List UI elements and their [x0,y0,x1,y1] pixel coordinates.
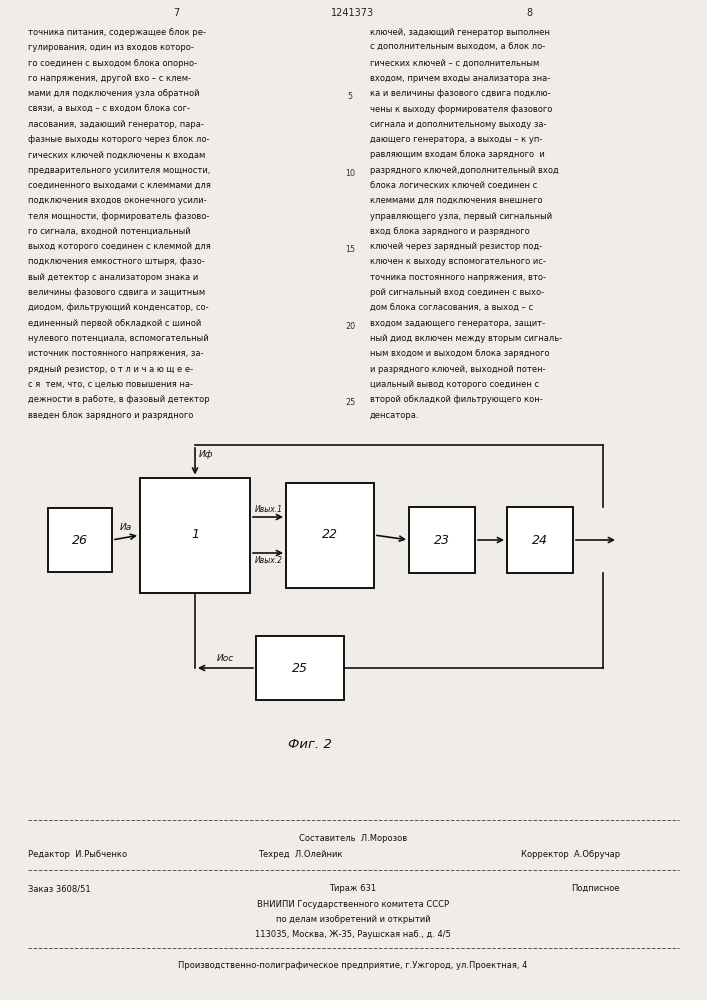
Text: источник постоянного напряжения, за-: источник постоянного напряжения, за- [28,349,204,358]
Text: точника питания, содержащее блок ре-: точника питания, содержащее блок ре- [28,28,206,37]
Text: мами для подключения узла обратной: мами для подключения узла обратной [28,89,199,98]
Text: вход блока зарядного и разрядного: вход блока зарядного и разрядного [370,227,530,236]
Text: Ивых.2: Ивых.2 [255,556,283,565]
Text: 25: 25 [292,662,308,674]
Text: Тираж 631: Тираж 631 [329,884,377,893]
Text: денсатора.: денсатора. [370,410,419,420]
Text: Редактор  И.Рыбченко: Редактор И.Рыбченко [28,850,127,859]
Text: Фиг. 2: Фиг. 2 [288,738,332,751]
Text: и разрядного ключей, выходной потен-: и разрядного ключей, выходной потен- [370,365,546,374]
Text: дом блока согласования, а выход – с: дом блока согласования, а выход – с [370,303,533,312]
Bar [409,507,475,573]
Text: 23: 23 [434,534,450,546]
Text: входом, причем входы анализатора зна-: входом, причем входы анализатора зна- [370,74,550,83]
Text: чены к выходу формирователя фазового: чены к выходу формирователя фазового [370,104,552,113]
Text: единенный первой обкладкой с шиной: единенный первой обкладкой с шиной [28,319,201,328]
Text: ключей, задающий генератор выполнен: ключей, задающий генератор выполнен [370,28,550,37]
Text: рой сигнальный вход соединен с выхо-: рой сигнальный вход соединен с выхо- [370,288,544,297]
Text: равляющим входам блока зарядного  и: равляющим входам блока зарядного и [370,150,545,159]
Bar [256,636,344,700]
Text: 20: 20 [345,322,355,331]
Text: 8: 8 [527,8,532,18]
Text: го сигнала, входной потенциальный: го сигнала, входной потенциальный [28,227,191,236]
Text: по делам изобретений и открытий: по делам изобретений и открытий [276,915,431,924]
Text: величины фазового сдвига и защитным: величины фазового сдвига и защитным [28,288,205,297]
Text: точника постоянного напряжения, вто-: точника постоянного напряжения, вто- [370,273,546,282]
Text: го соединен с выходом блока опорно-: го соединен с выходом блока опорно- [28,59,197,68]
Text: гулирования, один из входов которо-: гулирования, один из входов которо- [28,43,194,52]
Text: Иос: Иос [217,654,234,663]
Text: подключения входов оконечного усили-: подключения входов оконечного усили- [28,196,206,205]
Text: диодом, фильтрующий конденсатор, со-: диодом, фильтрующий конденсатор, со- [28,303,209,312]
Text: Иа: Иа [120,523,132,532]
Text: ключей через зарядный резистор под-: ключей через зарядный резистор под- [370,242,542,251]
Text: 10: 10 [345,169,355,178]
Text: управляющего узла, первый сигнальный: управляющего узла, первый сигнальный [370,212,552,221]
Text: ка и величины фазового сдвига подклю-: ка и величины фазового сдвига подклю- [370,89,551,98]
Bar [48,508,112,572]
Text: выход которого соединен с клеммой для: выход которого соединен с клеммой для [28,242,211,251]
Text: Техред  Л.Олейник: Техред Л.Олейник [258,850,342,859]
Text: 5: 5 [347,92,353,101]
Bar [140,478,250,592]
Text: Подписное: Подписное [571,884,620,893]
Text: Корректор  А.Обручар: Корректор А.Обручар [521,850,620,859]
Text: 7: 7 [173,8,180,18]
Text: 113035, Москва, Ж-35, Раушская наб., д. 4/5: 113035, Москва, Ж-35, Раушская наб., д. … [255,930,451,939]
Text: ласования, задающий генератор, пара-: ласования, задающий генератор, пара- [28,120,204,129]
Text: клеммами для подключения внешнего: клеммами для подключения внешнего [370,196,543,205]
Text: блока логических ключей соединен с: блока логических ключей соединен с [370,181,537,190]
Text: 24: 24 [532,534,548,546]
Bar [286,483,374,587]
Text: предварительного усилителя мощности,: предварительного усилителя мощности, [28,166,211,175]
Text: рядный резистор, о т л и ч а ю щ е е-: рядный резистор, о т л и ч а ю щ е е- [28,365,193,374]
Text: введен блок зарядного и разрядного: введен блок зарядного и разрядного [28,410,194,420]
Text: подключения емкостного штыря, фазо-: подключения емкостного штыря, фазо- [28,257,205,266]
Text: с дополнительным выходом, а блок ло-: с дополнительным выходом, а блок ло- [370,43,545,52]
Text: 1241373: 1241373 [332,8,375,18]
Text: второй обкладкой фильтрующего кон-: второй обкладкой фильтрующего кон- [370,395,543,404]
Text: теля мощности, формирователь фазово-: теля мощности, формирователь фазово- [28,212,209,221]
Text: ключен к выходу вспомогательного ис-: ключен к выходу вспомогательного ис- [370,257,546,266]
Text: дающего генератора, а выходы – к уп-: дающего генератора, а выходы – к уп- [370,135,542,144]
Text: Производственно-полиграфическое предприятие, г.Ужгород, ул.Проектная, 4: Производственно-полиграфическое предприя… [178,961,527,970]
Text: гических ключей – с дополнительным: гических ключей – с дополнительным [370,59,539,68]
Text: 1: 1 [191,528,199,542]
Text: ВНИИПИ Государственного комитета СССР: ВНИИПИ Государственного комитета СССР [257,900,449,909]
Text: Иф: Иф [199,450,214,459]
Text: связи, а выход – с входом блока сог-: связи, а выход – с входом блока сог- [28,104,190,113]
Text: Составитель  Л.Морозов: Составитель Л.Морозов [299,834,407,843]
Text: 15: 15 [345,245,355,254]
Text: Ивых.1: Ивых.1 [255,505,283,514]
Text: входом задающего генератора, защит-: входом задающего генератора, защит- [370,319,545,328]
Text: го напряжения, другой вхо – с клем-: го напряжения, другой вхо – с клем- [28,74,191,83]
Text: соединенного выходами с клеммами для: соединенного выходами с клеммами для [28,181,211,190]
Text: гических ключей подключены к входам: гических ключей подключены к входам [28,150,205,159]
Text: сигнала и дополнительному выходу за-: сигнала и дополнительному выходу за- [370,120,547,129]
Text: циальный вывод которого соединен с: циальный вывод которого соединен с [370,380,539,389]
Bar [507,507,573,573]
Text: с я  тем, что, с целью повышения на-: с я тем, что, с целью повышения на- [28,380,193,389]
Text: фазные выходы которого через блок ло-: фазные выходы которого через блок ло- [28,135,209,144]
Text: Заказ 3608/51: Заказ 3608/51 [28,884,90,893]
Text: ный диод включен между вторым сигналь-: ный диод включен между вторым сигналь- [370,334,562,343]
Text: 25: 25 [345,398,355,407]
Text: 26: 26 [72,534,88,546]
Text: дежности в работе, в фазовый детектор: дежности в работе, в фазовый детектор [28,395,209,404]
Text: разрядного ключей,дополнительный вход: разрядного ключей,дополнительный вход [370,166,559,175]
Text: 22: 22 [322,528,338,542]
Text: нулевого потенциала, вспомогательный: нулевого потенциала, вспомогательный [28,334,209,343]
Text: вый детектор с анализатором знака и: вый детектор с анализатором знака и [28,273,198,282]
Text: ным входом и выходом блока зарядного: ным входом и выходом блока зарядного [370,349,549,358]
